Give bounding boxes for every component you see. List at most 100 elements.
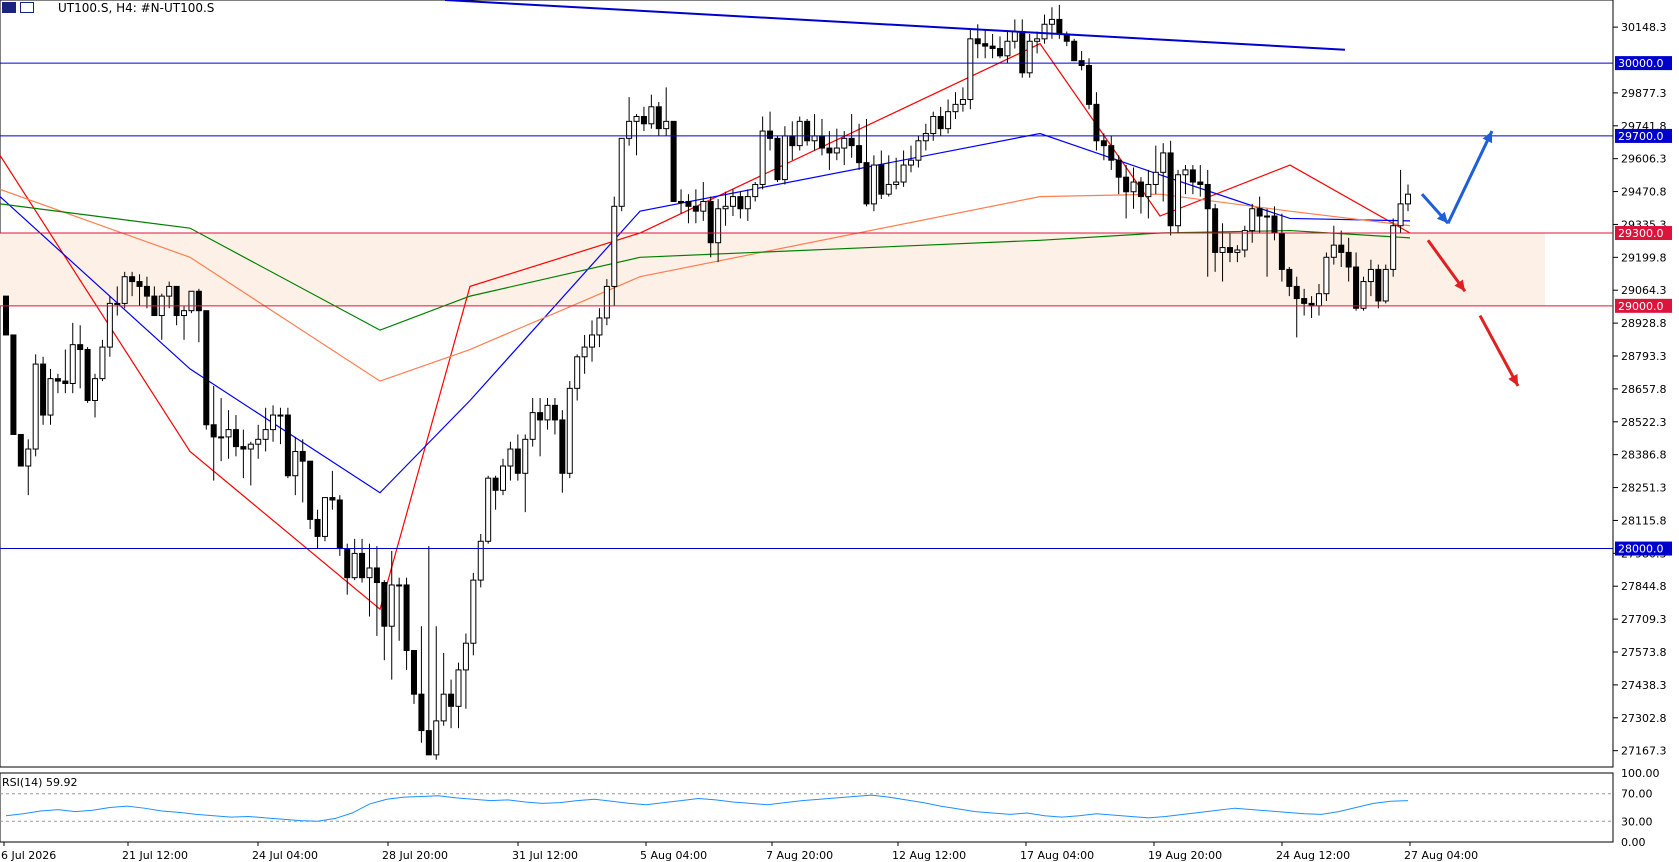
candle-bearish <box>1093 103 1100 142</box>
x-tick-label: 24 Jul 04:00 <box>252 849 318 862</box>
candle-bearish <box>203 310 210 426</box>
candle-bullish <box>907 159 914 166</box>
candle-bullish <box>1152 171 1159 185</box>
rsi-tick-label: 70.00 <box>1621 788 1653 801</box>
candle-bearish <box>240 446 247 450</box>
level-label: 30000.0 <box>1618 57 1664 70</box>
candle-bullish <box>596 317 603 336</box>
x-tick-label: 5 Aug 04:00 <box>640 849 707 862</box>
candle-bearish <box>1271 215 1278 234</box>
y-tick-label: 28386.8 <box>1621 449 1667 462</box>
candle-bearish <box>210 424 217 438</box>
x-tick-label: 12 Aug 12:00 <box>892 849 966 862</box>
candle-bullish <box>106 302 113 348</box>
candle-bullish <box>952 103 959 113</box>
candle-bearish <box>818 135 825 149</box>
y-tick-label: 27438.3 <box>1621 679 1667 692</box>
y-tick-label: 28928.8 <box>1621 317 1667 330</box>
rsi-plot-frame <box>0 772 1614 843</box>
candle-bearish <box>685 200 692 207</box>
candle-bearish <box>878 164 885 195</box>
candle-bearish <box>1197 181 1204 185</box>
candle-bearish <box>329 497 336 501</box>
candle-bullish <box>1330 244 1337 258</box>
level-label-box <box>1615 56 1672 71</box>
candle-bullish <box>841 137 848 149</box>
candle-bullish <box>967 38 974 101</box>
y-tick-label: 27844.8 <box>1621 580 1667 593</box>
forecast-arrow <box>1478 314 1520 387</box>
candle-bullish <box>255 438 262 445</box>
candle-bullish <box>1397 203 1404 227</box>
candle-bearish <box>1345 251 1352 268</box>
candle-bullish <box>522 438 529 474</box>
candle-bearish <box>373 567 380 584</box>
candle-bullish <box>1405 193 1411 205</box>
candle-bearish <box>492 477 499 491</box>
candle-bearish <box>537 412 544 421</box>
candle-bearish <box>692 205 699 212</box>
candle-bullish <box>574 356 581 389</box>
candle-bearish <box>989 45 996 50</box>
candle-bearish <box>84 349 91 401</box>
candle-bearish <box>1338 244 1345 253</box>
candle-bullish <box>900 164 907 183</box>
candle-bullish <box>1367 268 1374 283</box>
chart-type-icon[interactable] <box>20 2 34 13</box>
candle-bearish <box>1019 31 1026 74</box>
trend-line <box>444 0 1346 51</box>
candle-bearish <box>982 43 989 47</box>
candle-bearish <box>737 196 744 210</box>
candle-bearish <box>1056 18 1063 35</box>
candle-bearish <box>425 730 432 756</box>
candle-bullish <box>781 135 788 181</box>
chart-menu-icon[interactable] <box>2 2 16 13</box>
candle-bearish <box>1100 140 1107 147</box>
x-tick-label: 28 Jul 20:00 <box>382 849 448 862</box>
candle-bullish <box>47 378 54 416</box>
candle-bullish <box>121 276 128 304</box>
rsi-line <box>5 794 1409 822</box>
x-tick-label: 27 Aug 04:00 <box>1404 849 1478 862</box>
candle-bullish <box>1323 256 1330 295</box>
y-tick-label: 29877.3 <box>1621 87 1667 100</box>
candle-bullish <box>700 200 707 212</box>
candle-bullish <box>796 120 803 147</box>
candle-bullish <box>1145 183 1152 198</box>
candle-bearish <box>804 120 811 142</box>
candle-bullish <box>433 720 440 756</box>
candle-bearish <box>344 548 351 579</box>
candle-bearish <box>10 334 17 435</box>
candle-bullish <box>366 567 373 579</box>
x-tick-label: 17 Aug 04:00 <box>1020 849 1094 862</box>
candle-bearish <box>848 137 855 147</box>
candle-bearish <box>3 295 9 336</box>
candle-bullish <box>270 414 277 431</box>
candle-bearish <box>1286 268 1293 287</box>
candle-bullish <box>1011 31 1018 42</box>
y-tick-label: 29470.8 <box>1621 186 1667 199</box>
candle-bullish <box>611 205 618 287</box>
y-tick-label: 27573.8 <box>1621 646 1667 659</box>
candle-bearish <box>767 130 774 139</box>
candle-bullish <box>1249 208 1256 232</box>
candle-bullish <box>1026 40 1033 74</box>
candle-bullish <box>321 497 328 537</box>
candle-bullish <box>462 642 469 671</box>
rsi-tick-label: 30.00 <box>1621 815 1653 828</box>
candle-bullish <box>893 181 900 185</box>
candle-bullish <box>922 132 929 142</box>
candle-bearish <box>336 499 343 550</box>
candle-bullish <box>388 584 395 627</box>
candle-bullish <box>114 302 121 305</box>
candle-bearish <box>314 518 321 537</box>
candle-bullish <box>870 164 877 205</box>
candle-bullish <box>166 285 173 297</box>
candle-bearish <box>136 281 143 287</box>
symbol-description: #N-UT100.S <box>140 1 215 15</box>
candle-bearish <box>863 162 870 205</box>
candle-bearish <box>856 145 863 164</box>
candle-bullish <box>277 414 284 417</box>
candle-bullish <box>25 448 32 467</box>
